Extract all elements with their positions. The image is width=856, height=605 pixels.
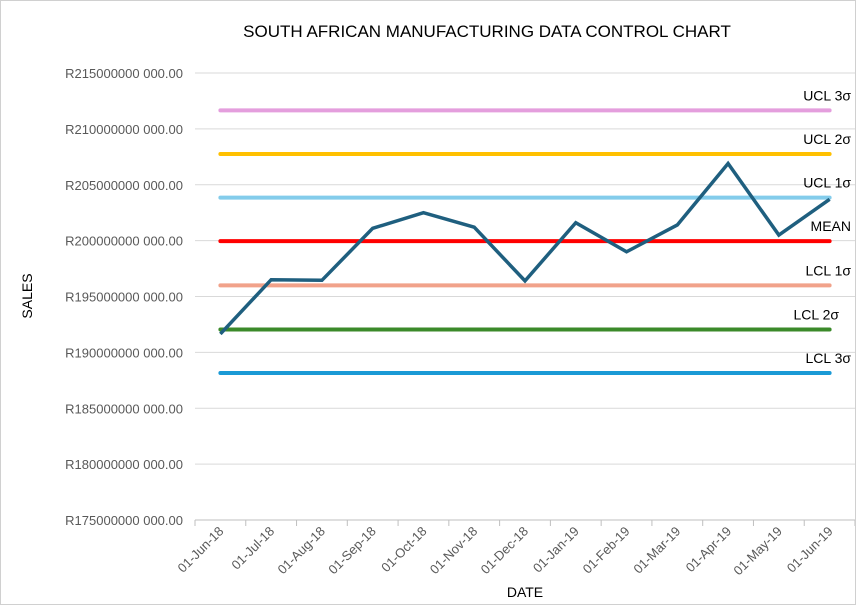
y-tick-label: R215000000 000.00 <box>65 66 183 81</box>
y-axis-label: SALES <box>19 273 35 318</box>
x-tick-label: 01-Dec-18 <box>478 524 532 578</box>
y-tick-label: R190000000 000.00 <box>65 345 183 360</box>
x-tick-label: 01-Sep-18 <box>325 524 379 578</box>
y-tick-label: R205000000 000.00 <box>65 178 183 193</box>
x-axis-label: DATE <box>507 584 543 600</box>
control-line-label: LCL 2σ <box>794 306 840 322</box>
x-tick-label: 01-Aug-18 <box>275 524 329 578</box>
y-tick-label: R200000000 000.00 <box>65 234 183 249</box>
x-tick-label: 01-Mar-19 <box>630 524 683 577</box>
x-tick-label: 01-May-19 <box>730 524 785 579</box>
y-tick-label: R175000000 000.00 <box>65 513 183 528</box>
series-line <box>219 160 831 336</box>
y-tick-label: R185000000 000.00 <box>65 401 183 416</box>
x-tick-label: 01-Jan-19 <box>530 524 582 576</box>
x-tick-label: 01-Nov-18 <box>427 524 481 578</box>
control-line-label: UCL 3σ <box>803 87 851 103</box>
chart-title: SOUTH AFRICAN MANUFACTURING DATA CONTROL… <box>243 22 731 41</box>
control-line-label: UCL 1σ <box>803 175 851 191</box>
x-tick-label: 01-Jun-19 <box>784 524 836 576</box>
y-tick-label: R195000000 000.00 <box>65 290 183 305</box>
control-line-label: LCL 1σ <box>806 262 852 278</box>
y-axis-ticks: R175000000 000.00 R180000000 000.00 R18500… <box>65 66 183 528</box>
y-tick-label: R180000000 000.00 <box>65 457 183 472</box>
x-tick-label: 01-Apr-19 <box>683 524 734 575</box>
x-tick-label: 01-Oct-18 <box>378 524 429 575</box>
series <box>219 160 831 336</box>
control-line-label: UCL 2σ <box>803 131 851 147</box>
x-tick-label: 01-Jul-18 <box>228 524 277 573</box>
y-tick-label: R210000000 000.00 <box>65 122 183 137</box>
gridlines <box>195 72 855 521</box>
x-tick-label: 01-Feb-19 <box>580 524 633 577</box>
control-line-label: MEAN <box>811 218 851 234</box>
x-tick-label: 01-Jun-18 <box>175 524 227 576</box>
control-line-label: LCL 3σ <box>806 350 852 366</box>
control-lines: UCL 3σ UCL 2σ UCL 1σ MEAN LCL 1σ LCL 2σ LCL 3σ <box>218 87 852 376</box>
